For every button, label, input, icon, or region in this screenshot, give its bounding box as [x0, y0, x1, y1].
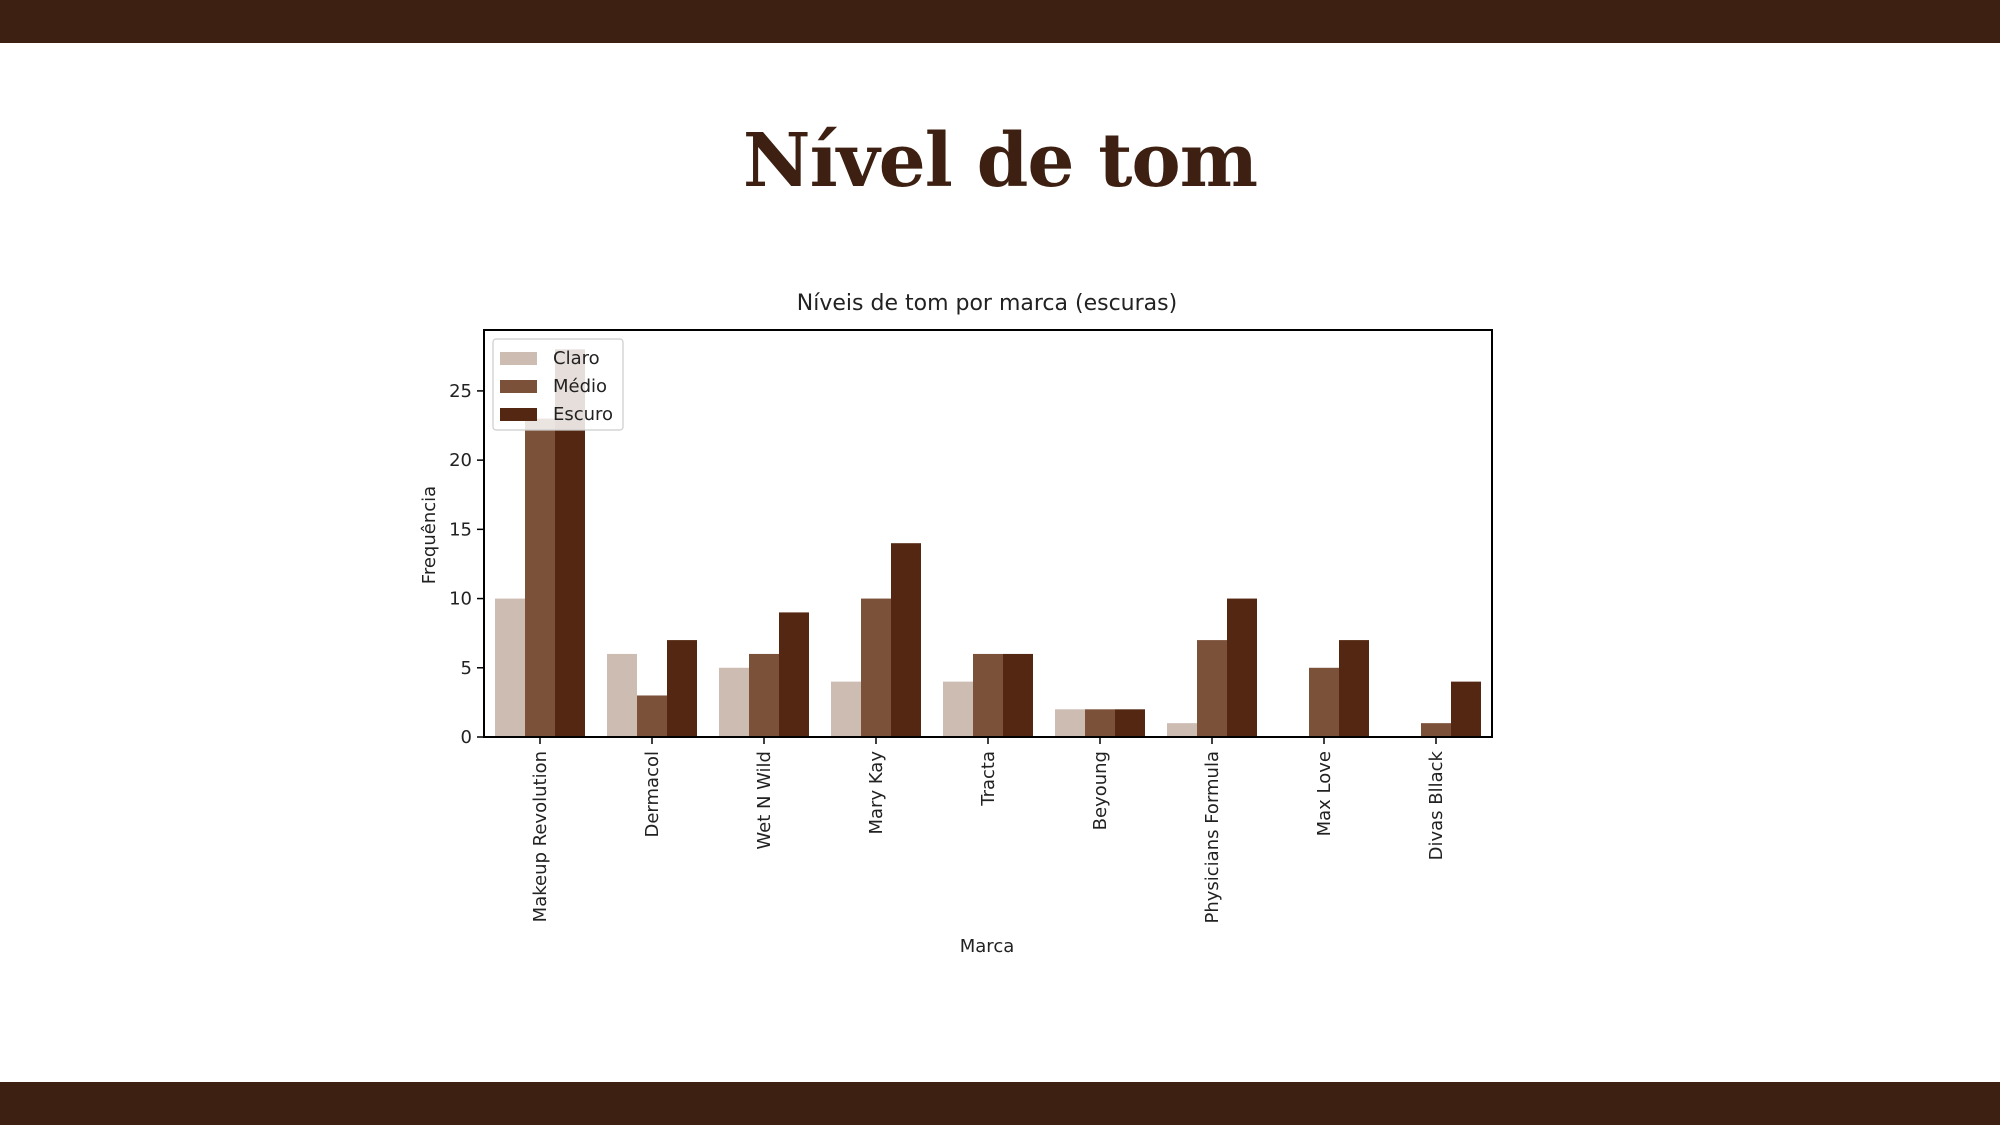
- x-tick-label: Mary Kay: [866, 751, 887, 835]
- y-tick-label: 25: [449, 381, 472, 402]
- legend-swatch-claro: [500, 352, 537, 365]
- bar-escuro-6: [1227, 598, 1257, 737]
- bar-claro-1: [607, 653, 637, 737]
- x-tick-label: Tracta: [978, 751, 999, 807]
- x-tick-label: Beyoung: [1090, 751, 1111, 830]
- x-tick-label: Wet N Wild: [754, 751, 775, 850]
- y-tick-label: 20: [449, 450, 472, 471]
- bar-médio-1: [637, 695, 667, 737]
- legend-label-médio: Médio: [553, 376, 607, 397]
- bar-médio-6: [1197, 640, 1227, 737]
- bar-claro-4: [943, 681, 973, 737]
- bar-claro-3: [831, 681, 861, 737]
- x-tick-label: Divas Bllack: [1426, 750, 1447, 860]
- bar-médio-4: [973, 653, 1003, 737]
- bars-group: [495, 349, 1481, 737]
- legend-label-claro: Claro: [553, 348, 600, 369]
- y-tick-label: 0: [461, 727, 472, 748]
- bar-escuro-7: [1339, 640, 1369, 737]
- bar-claro-6: [1167, 723, 1197, 737]
- bar-claro-5: [1055, 709, 1085, 737]
- x-tick-label: Physicians Formula: [1202, 751, 1223, 924]
- bar-escuro-3: [891, 543, 921, 737]
- x-axis: Makeup Revolution Dermacol Wet N Wild Mary …: [530, 737, 1447, 924]
- x-tick-label: Makeup Revolution: [530, 751, 551, 922]
- bottom-band: [0, 1082, 2000, 1125]
- slide-title: Nível de tom: [742, 118, 1258, 204]
- bar-claro-2: [719, 667, 749, 737]
- x-axis-label: Marca: [960, 936, 1015, 957]
- top-band: [0, 0, 2000, 43]
- chart-title: Níveis de tom por marca (escuras): [797, 291, 1177, 316]
- bar-médio-7: [1309, 667, 1339, 737]
- legend-label-escuro: Escuro: [553, 404, 613, 425]
- x-tick-label: Max Love: [1314, 751, 1335, 836]
- bar-escuro-4: [1003, 653, 1033, 737]
- bar-médio-0: [525, 418, 555, 737]
- bar-médio-5: [1085, 709, 1115, 737]
- bar-médio-3: [861, 598, 891, 737]
- bar-escuro-1: [667, 640, 697, 737]
- legend-swatch-escuro: [500, 408, 537, 421]
- y-axis: 0 5 10 15 20 25: [449, 381, 484, 748]
- x-tick-label: Dermacol: [642, 751, 663, 838]
- bar-claro-0: [495, 598, 525, 737]
- bar-escuro-8: [1451, 681, 1481, 737]
- legend: Claro Médio Escuro: [492, 338, 624, 431]
- bar-médio-2: [749, 653, 779, 737]
- y-tick-label: 10: [449, 589, 472, 610]
- legend-swatch-médio: [500, 380, 537, 393]
- y-tick-label: 5: [461, 658, 472, 679]
- bar-escuro-2: [779, 612, 809, 737]
- y-axis-label: Frequência: [419, 486, 440, 584]
- bar-médio-8: [1421, 723, 1451, 737]
- y-tick-label: 15: [449, 519, 472, 540]
- bar-escuro-5: [1115, 709, 1145, 737]
